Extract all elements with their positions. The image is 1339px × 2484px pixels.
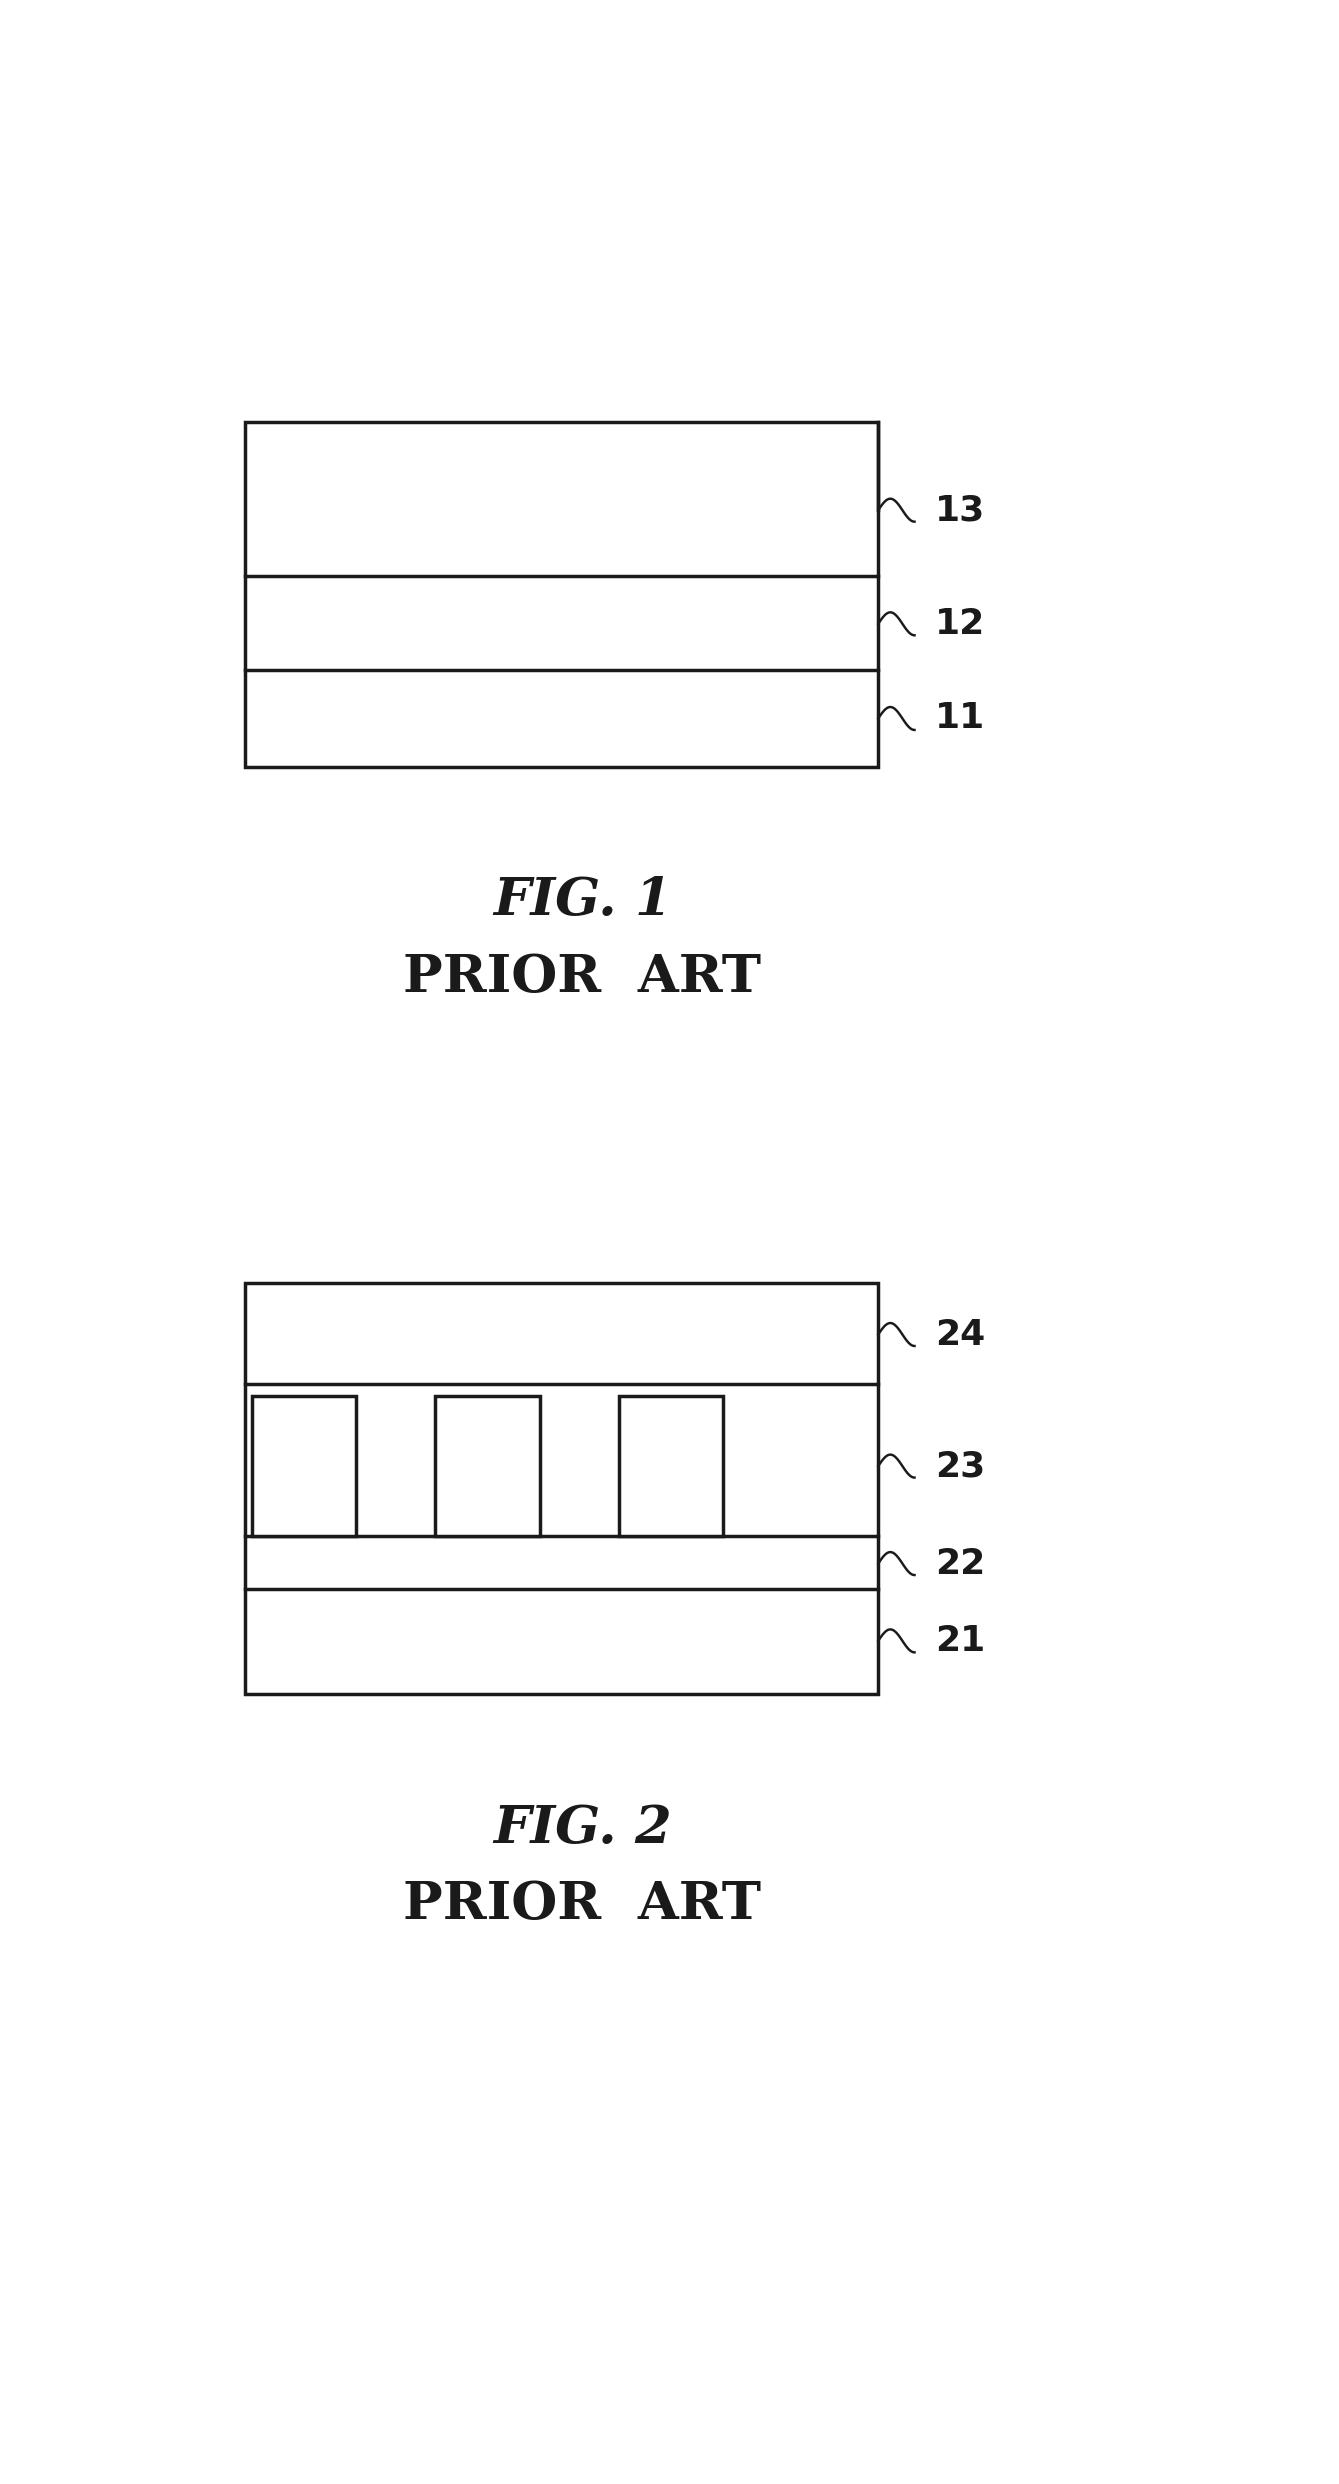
Bar <box>245 422 878 768</box>
Bar <box>252 1396 356 1535</box>
Text: 21: 21 <box>936 1625 986 1657</box>
Text: 23: 23 <box>936 1448 986 1483</box>
Text: PRIOR  ART: PRIOR ART <box>403 951 762 1004</box>
Bar <box>245 1284 878 1694</box>
Text: PRIOR  ART: PRIOR ART <box>403 1880 762 1930</box>
Bar <box>435 1396 540 1535</box>
Bar <box>619 1396 723 1535</box>
Text: FIG. 2: FIG. 2 <box>493 1803 672 1853</box>
Text: 13: 13 <box>936 494 986 527</box>
Text: 11: 11 <box>936 700 986 735</box>
Text: 12: 12 <box>936 606 986 641</box>
Text: 22: 22 <box>936 1548 986 1580</box>
Text: 24: 24 <box>936 1317 986 1351</box>
Text: FIG. 1: FIG. 1 <box>493 874 672 927</box>
